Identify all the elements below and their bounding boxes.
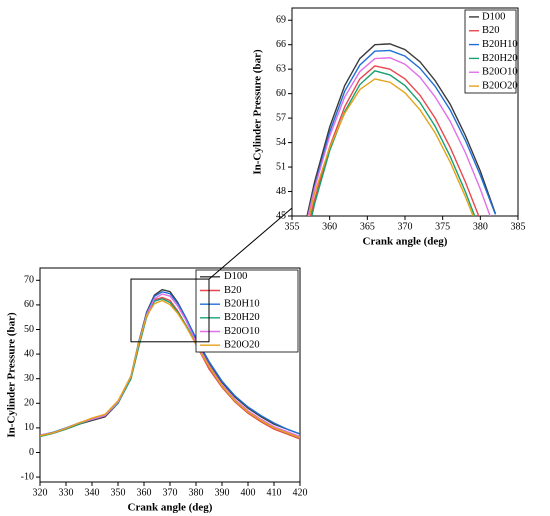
y-tick-label: 50 xyxy=(24,324,34,335)
x-tick-label: 355 xyxy=(285,221,300,232)
legend-label: B20H20 xyxy=(224,312,260,323)
y-tick-label: 69 xyxy=(276,15,286,26)
legend-label: D100 xyxy=(224,271,247,282)
y-axis-label: In-Cylinder Pressure (bar) xyxy=(252,49,264,175)
y-tick-label: 30 xyxy=(24,373,34,384)
x-tick-label: 375 xyxy=(435,221,450,232)
x-tick-label: 390 xyxy=(215,487,230,498)
y-tick-label: 70 xyxy=(24,275,34,286)
y-tick-label: 60 xyxy=(24,299,34,310)
y-tick-label: 20 xyxy=(24,398,34,409)
legend-label: B20 xyxy=(224,285,242,296)
y-tick-label: 45 xyxy=(276,210,286,221)
series-line xyxy=(40,293,300,438)
series-line xyxy=(309,65,480,216)
series-line xyxy=(307,57,491,216)
series-line xyxy=(308,78,474,216)
series-lines xyxy=(306,43,497,216)
series-line xyxy=(307,49,497,216)
zoom-box xyxy=(130,278,210,343)
series-line xyxy=(40,299,300,439)
zoom-connector xyxy=(208,207,293,280)
x-tick-label: 380 xyxy=(189,487,204,498)
legend-label: B20 xyxy=(482,25,500,36)
x-tick-label: 365 xyxy=(360,221,375,232)
legend-label: D100 xyxy=(482,11,505,22)
series-lines xyxy=(40,288,300,440)
y-tick-label: 57 xyxy=(276,112,286,123)
x-tick-label: 385 xyxy=(511,221,526,232)
x-tick-label: 370 xyxy=(163,487,178,498)
series-line xyxy=(311,70,476,216)
y-tick-label: 60 xyxy=(276,88,286,99)
y-tick-label: 10 xyxy=(24,422,34,433)
x-tick-label: 360 xyxy=(322,221,337,232)
x-tick-label: 360 xyxy=(137,487,152,498)
legend-box xyxy=(195,269,299,353)
y-tick-label: 66 xyxy=(276,39,286,50)
legend-label: B20O20 xyxy=(224,340,260,351)
y-axis-label: In-Cylinder Pressure (bar) xyxy=(6,312,18,438)
legend-label: B20H10 xyxy=(482,39,518,50)
series-line xyxy=(306,43,497,216)
x-tick-label: 420 xyxy=(293,487,308,498)
y-tick-label: -10 xyxy=(21,471,34,482)
legend-label: B20O10 xyxy=(224,326,260,337)
x-tick-label: 410 xyxy=(267,487,282,498)
x-tick-label: 350 xyxy=(111,487,126,498)
y-tick-label: 54 xyxy=(276,137,286,148)
series-line xyxy=(40,288,300,436)
legend-label: B20O10 xyxy=(482,67,518,78)
x-tick-label: 400 xyxy=(241,487,256,498)
x-tick-label: 370 xyxy=(398,221,413,232)
legend-label: B20O20 xyxy=(482,80,518,91)
y-tick-label: 40 xyxy=(24,348,34,359)
y-tick-label: 63 xyxy=(276,63,286,74)
y-tick-label: 48 xyxy=(276,186,286,197)
x-tick-label: 380 xyxy=(473,221,488,232)
x-tick-label: 330 xyxy=(59,487,74,498)
legend-box xyxy=(464,9,517,94)
y-tick-label: 0 xyxy=(29,447,34,458)
subplot: 320 330 340 350 360 370 380 390 400 410 420 -10 0 10 2… xyxy=(6,267,308,514)
x-tick-label: 340 xyxy=(85,487,100,498)
x-axis-label: Crank angle (deg) xyxy=(363,236,448,248)
x-axis-label: Crank angle (deg) xyxy=(128,502,213,514)
x-tick-label: 320 xyxy=(33,487,48,498)
y-tick-label: 51 xyxy=(276,161,286,172)
legend-label: B20H10 xyxy=(224,299,260,310)
legend-label: B20H20 xyxy=(482,53,518,64)
subplot: 355 360 365 370 375 380 385 45 48 51 54 57 60 63 66 69 C… xyxy=(252,7,526,248)
